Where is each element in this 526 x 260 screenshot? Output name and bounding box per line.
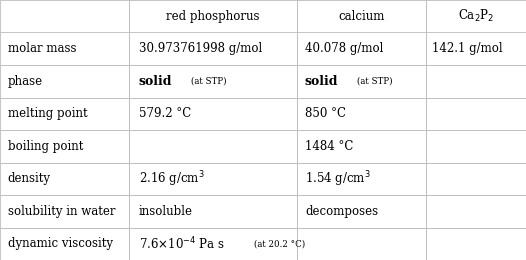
Text: 7.6$\times$10$^{-4}$ Pa s: 7.6$\times$10$^{-4}$ Pa s: [139, 236, 225, 252]
Text: 1484 °C: 1484 °C: [305, 140, 353, 153]
Bar: [297, 228, 426, 260]
Text: 142.1 g/mol: 142.1 g/mol: [432, 42, 503, 55]
Bar: [129, 65, 297, 98]
Bar: [0, 32, 129, 65]
Text: solid: solid: [139, 75, 173, 88]
Bar: [297, 65, 426, 98]
Text: 30.973761998 g/mol: 30.973761998 g/mol: [139, 42, 262, 55]
Bar: [0, 162, 129, 195]
Bar: [297, 195, 426, 228]
Text: red phosphorus: red phosphorus: [166, 10, 260, 23]
Bar: [426, 130, 526, 162]
Text: phase: phase: [8, 75, 43, 88]
Text: 40.078 g/mol: 40.078 g/mol: [305, 42, 383, 55]
Text: 850 °C: 850 °C: [305, 107, 346, 120]
Text: boiling point: boiling point: [8, 140, 83, 153]
Text: solubility in water: solubility in water: [8, 205, 115, 218]
Text: insoluble: insoluble: [139, 205, 193, 218]
Text: Ca$_2$P$_2$: Ca$_2$P$_2$: [458, 8, 494, 24]
Bar: [129, 228, 297, 260]
Text: (at STP): (at STP): [357, 77, 392, 86]
Text: (at 20.2 °C): (at 20.2 °C): [254, 239, 305, 248]
Bar: [426, 98, 526, 130]
Bar: [297, 0, 426, 32]
Bar: [426, 228, 526, 260]
Text: (at STP): (at STP): [191, 77, 227, 86]
Bar: [129, 195, 297, 228]
Bar: [129, 130, 297, 162]
Text: density: density: [8, 172, 50, 185]
Bar: [129, 162, 297, 195]
Text: 1.54 g/cm$^3$: 1.54 g/cm$^3$: [305, 169, 371, 188]
Bar: [129, 32, 297, 65]
Bar: [0, 130, 129, 162]
Bar: [426, 195, 526, 228]
Bar: [297, 130, 426, 162]
Bar: [297, 32, 426, 65]
Bar: [426, 162, 526, 195]
Bar: [0, 65, 129, 98]
Text: dynamic viscosity: dynamic viscosity: [8, 237, 113, 250]
Text: decomposes: decomposes: [305, 205, 378, 218]
Text: solid: solid: [305, 75, 338, 88]
Bar: [0, 98, 129, 130]
Bar: [129, 98, 297, 130]
Text: melting point: melting point: [8, 107, 87, 120]
Bar: [0, 228, 129, 260]
Text: 2.16 g/cm$^3$: 2.16 g/cm$^3$: [139, 169, 205, 188]
Text: 579.2 °C: 579.2 °C: [139, 107, 191, 120]
Text: molar mass: molar mass: [8, 42, 76, 55]
Bar: [0, 0, 129, 32]
Bar: [297, 162, 426, 195]
Bar: [426, 32, 526, 65]
Text: calcium: calcium: [338, 10, 385, 23]
Bar: [297, 98, 426, 130]
Bar: [426, 0, 526, 32]
Bar: [426, 65, 526, 98]
Bar: [129, 0, 297, 32]
Bar: [0, 195, 129, 228]
